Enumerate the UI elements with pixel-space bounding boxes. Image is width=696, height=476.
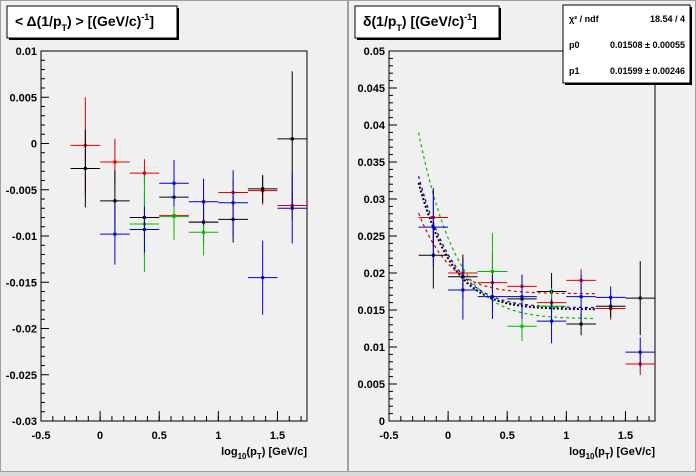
y-tick-label: 0.01 <box>364 342 385 354</box>
y-tick-label: 0.015 <box>357 305 385 317</box>
y-tick-label: -0.01 <box>12 231 37 243</box>
y-tick-label: 0.025 <box>357 231 385 243</box>
y-tick-label: 0.005 <box>357 379 385 391</box>
stats-label: χ² / ndf <box>569 14 600 24</box>
y-tick-label: 0.05 <box>364 46 385 58</box>
point-marker <box>290 137 294 141</box>
left-chart: < Δ(1/pT) > [(GeV/c)-1] -0.03 -0.025 -0.02 -… <box>6 5 308 461</box>
x-tick-label: 1 <box>215 430 221 442</box>
point-marker <box>520 295 524 299</box>
x-tick-label: 0 <box>445 430 451 442</box>
y-tick-label: -0.025 <box>6 370 37 382</box>
point-marker <box>142 171 146 175</box>
x-axis-label: log10(pT) [GeV/c] <box>221 446 307 461</box>
data-point <box>448 260 478 320</box>
point-marker <box>490 295 494 299</box>
point-marker <box>638 296 642 300</box>
point-marker <box>431 225 435 229</box>
point-marker <box>202 200 206 204</box>
data-point <box>418 188 449 266</box>
x-tick-label: 1.5 <box>270 430 285 442</box>
data-point <box>218 170 248 236</box>
point-marker <box>520 324 524 328</box>
y-tick-label: -0.02 <box>12 324 37 336</box>
data-point <box>625 261 655 336</box>
data-point <box>277 173 307 244</box>
data-point <box>247 174 278 203</box>
data-point <box>566 274 596 319</box>
y-tick-label: 0 <box>31 139 37 151</box>
right-chart: δ(1/pT) [(GeV/c)-1] 0 0.005 0.01 0.015 0.02 0.… <box>354 4 692 461</box>
y-tick-label: 0.03 <box>364 194 385 206</box>
fit-curve-0 <box>417 182 596 311</box>
x-tick-label: -0.5 <box>32 430 51 442</box>
data-point <box>536 298 567 344</box>
point-marker <box>113 232 117 236</box>
point-marker <box>142 228 146 232</box>
data-point <box>625 337 655 367</box>
x-tick-label: 0 <box>97 430 103 442</box>
point-marker <box>202 230 206 234</box>
x-tick-label: 1.5 <box>618 430 633 442</box>
data-point <box>595 286 626 309</box>
point-marker <box>579 295 583 299</box>
point-marker <box>261 187 265 191</box>
point-marker <box>638 350 642 354</box>
point-marker <box>231 201 235 205</box>
stats-value: 18.54 / 4 <box>650 14 685 24</box>
stats-value: 0.01599 ± 0.00246 <box>610 66 685 76</box>
x-tick-label: 0.5 <box>500 430 515 442</box>
y-tick-label: 0.035 <box>357 157 385 169</box>
chart-title: δ(1/pT) [(GeV/c)-1] <box>363 12 477 33</box>
right-pad: δ(1/pT) [(GeV/c)-1] 0 0.005 0.01 0.015 0.02 0.… <box>348 0 696 472</box>
chart-title: < Δ(1/pT) > [(GeV/c)-1] <box>15 12 154 33</box>
data-point <box>159 160 189 207</box>
data-point <box>247 240 278 315</box>
data-point <box>477 274 508 319</box>
stats-label: p0 <box>569 40 580 50</box>
data-point <box>188 178 219 225</box>
point-marker <box>490 270 494 274</box>
y-tick-label: 0.02 <box>364 268 385 280</box>
point-marker <box>461 288 465 292</box>
point-marker <box>609 295 613 299</box>
y-tick-label: -0.03 <box>12 416 37 428</box>
point-marker <box>113 160 117 164</box>
y-tick-label: -0.005 <box>6 185 37 197</box>
stats-value: 0.01508 ± 0.00055 <box>610 40 685 50</box>
stats-box <box>562 4 691 84</box>
point-marker <box>290 206 294 210</box>
point-marker <box>172 215 176 219</box>
data-point <box>129 206 160 253</box>
title-box <box>354 5 500 39</box>
y-tick-label: 0.045 <box>357 83 385 95</box>
y-tick-label: 0 <box>379 416 385 428</box>
point-marker <box>579 322 583 326</box>
stats-label: p1 <box>569 66 580 76</box>
data-point <box>70 129 101 208</box>
x-tick-label: -0.5 <box>380 430 399 442</box>
data-point <box>507 274 537 319</box>
y-tick-label: 0.01 <box>16 46 37 58</box>
point-marker <box>172 181 176 185</box>
x-tick-label: 0.5 <box>152 430 167 442</box>
x-tick-label: 1 <box>563 430 569 442</box>
point-marker <box>83 166 87 170</box>
y-tick-label: -0.015 <box>6 277 37 289</box>
y-tick-label: 0.005 <box>9 92 37 104</box>
point-marker <box>261 276 265 280</box>
data-point <box>100 203 130 265</box>
point-marker <box>550 319 554 323</box>
point-marker <box>113 199 117 203</box>
fit-curve-2 <box>418 132 596 320</box>
left-pad: < Δ(1/pT) > [(GeV/c)-1] -0.03 -0.025 -0.02 -… <box>0 0 348 472</box>
x-axis-label: log10(pT) [GeV/c] <box>569 446 655 461</box>
y-tick-label: 0.04 <box>364 120 386 132</box>
title-box <box>6 5 178 39</box>
